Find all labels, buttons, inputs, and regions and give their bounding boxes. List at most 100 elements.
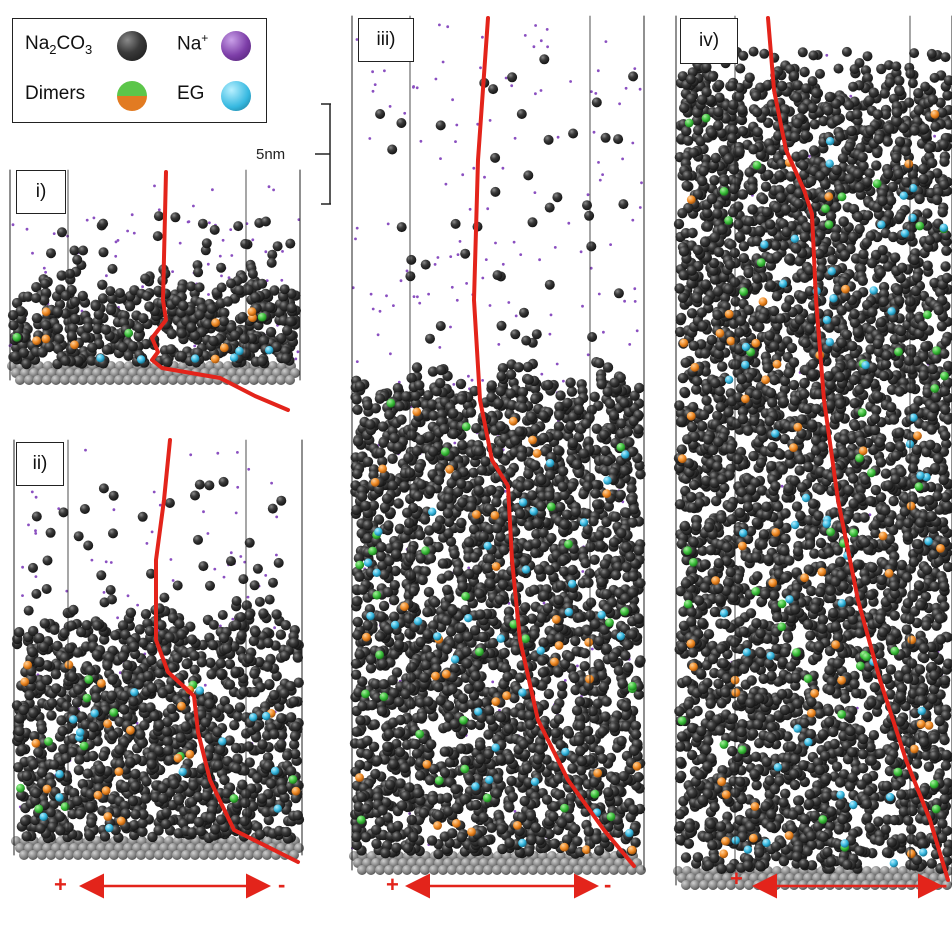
substrate-atom (429, 865, 439, 875)
eg-molecule (55, 770, 64, 779)
na2co3-particle (215, 658, 227, 669)
na2co3-particle (153, 285, 164, 296)
na2co3-particle (616, 735, 627, 747)
na2co3-particle (219, 307, 230, 319)
na-ion (533, 191, 537, 195)
na2co3-particle (374, 393, 386, 404)
na-ion (21, 594, 24, 597)
na2co3-particle (254, 829, 266, 840)
na2co3-particle (31, 282, 42, 293)
na2co3-particle (45, 527, 56, 538)
na2co3-particle (209, 224, 220, 235)
na-ion (126, 229, 129, 233)
na2co3-particle (107, 594, 117, 605)
substrate-atom (474, 865, 484, 875)
na2co3-particle (60, 753, 72, 764)
na2co3-particle (256, 793, 268, 804)
na2co3-particle (87, 633, 99, 645)
substrate-atom (163, 850, 173, 860)
na2co3-particle (14, 627, 25, 638)
na2co3-particle (189, 650, 200, 661)
na2co3-particle (157, 783, 168, 794)
na2co3-particle (620, 650, 631, 661)
na2co3-particle (272, 241, 283, 252)
na-ion (31, 251, 34, 255)
na-ion (270, 481, 273, 485)
na2co3-particle (240, 238, 251, 249)
na2co3-particle (174, 619, 185, 629)
na2co3-particle (433, 681, 444, 693)
na-ion (453, 441, 457, 445)
substrate-atom (244, 850, 254, 860)
na-ion (264, 574, 268, 577)
na2co3-particle (351, 596, 362, 607)
na-ion (523, 34, 527, 37)
na2co3-particle (229, 720, 240, 731)
na-ion (378, 309, 382, 313)
substrate-atom (366, 865, 376, 875)
na2co3-particle (426, 739, 437, 750)
na2co3-particle (159, 592, 170, 603)
substrate-atom (195, 375, 205, 385)
na-ion (371, 70, 374, 74)
na-ion (171, 270, 175, 273)
na-ion (486, 207, 490, 211)
na-ion (126, 594, 130, 598)
na2co3-particle (550, 728, 561, 739)
na2co3-particle (204, 698, 215, 710)
na2co3-particle (194, 282, 205, 293)
na2co3-particle (258, 335, 270, 346)
na2co3-particle (87, 750, 99, 762)
na2co3-particle (34, 632, 45, 644)
na2co3-particle (78, 245, 89, 256)
substrate-atom (726, 880, 736, 890)
na-ion (513, 136, 517, 140)
na2co3-particle (405, 699, 417, 710)
na2co3-particle (169, 778, 180, 790)
substrate-atom (136, 850, 146, 860)
substrate-atom (290, 368, 300, 378)
na2co3-particle (197, 218, 208, 229)
na2co3-particle (105, 585, 116, 595)
na-ion (507, 301, 511, 304)
na2co3-particle (597, 753, 608, 764)
na2co3-particle (616, 418, 627, 429)
na2co3-particle (418, 807, 429, 819)
na-ion (450, 285, 454, 289)
substrate-atom (492, 865, 502, 875)
na2co3-particle (506, 775, 517, 787)
substrate-atom (717, 880, 727, 890)
dimer-molecule (177, 701, 186, 711)
na-ion (34, 532, 38, 535)
dimer-molecule (42, 784, 52, 794)
na2co3-particle (64, 643, 75, 654)
na2co3-particle (93, 309, 105, 320)
na2co3-particle (166, 328, 178, 340)
na2co3-particle (140, 609, 152, 620)
na-ion (581, 304, 584, 308)
substrate-atom (159, 375, 169, 385)
na2co3-particle (530, 547, 541, 559)
na2co3-particle (422, 606, 433, 618)
na2co3-particle (108, 490, 119, 501)
na2co3-particle (114, 744, 125, 755)
na-ion (534, 92, 537, 96)
na2co3-particle (39, 295, 50, 306)
na2co3-particle (532, 754, 544, 765)
substrate-atom (393, 865, 403, 875)
substrate-atom (555, 865, 565, 875)
na2co3-particle (217, 610, 228, 620)
na2co3-particle (282, 750, 293, 761)
na2co3-particle (280, 353, 292, 364)
na2co3-particle (27, 646, 38, 658)
substrate-atom (564, 865, 574, 875)
na2co3-particle (226, 278, 236, 289)
na2co3-particle (238, 686, 249, 697)
na2co3-particle (149, 711, 160, 722)
substrate-atom (15, 375, 25, 385)
na-ion (438, 346, 442, 349)
na-ion (21, 565, 24, 569)
substrate-atom (172, 850, 182, 860)
na2co3-particle (526, 490, 538, 501)
na2co3-particle (419, 672, 430, 683)
